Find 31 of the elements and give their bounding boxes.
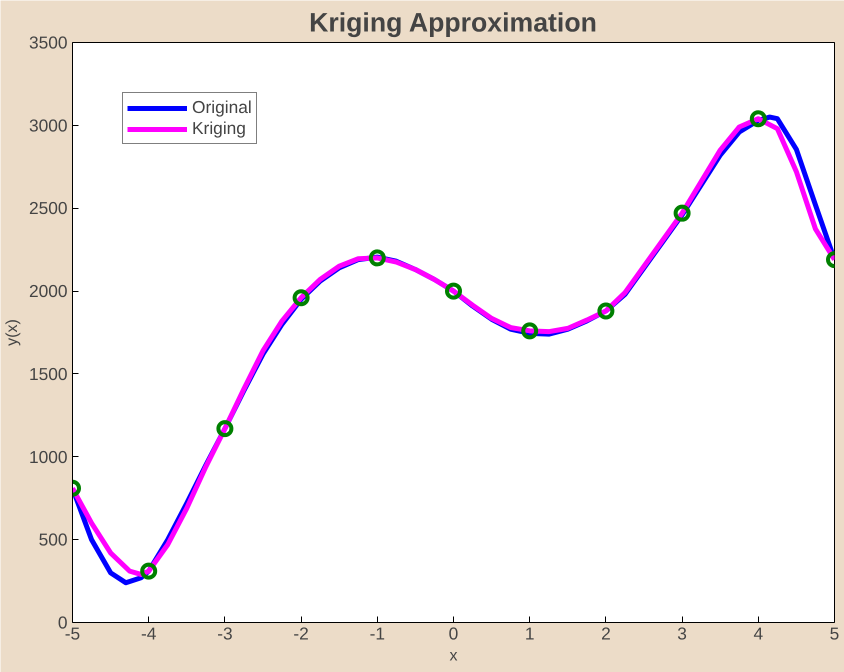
x-tick-label: 2 <box>601 624 611 644</box>
x-tick-label: 1 <box>524 624 535 644</box>
point <box>674 204 691 222</box>
y-tick-label: 3000 <box>28 115 68 136</box>
point <box>216 420 234 438</box>
x-tick-label: 4 <box>753 624 764 644</box>
point <box>292 289 310 306</box>
y-tick-label: 1000 <box>28 446 68 467</box>
y-axis-title: y(x) <box>4 319 21 346</box>
x-tick-label: -1 <box>370 624 386 644</box>
x-tick-label: -4 <box>140 624 157 644</box>
point <box>597 302 614 320</box>
y-tick-label: 3500 <box>28 32 68 52</box>
chart-title: Kriging Approximation <box>309 8 597 38</box>
point <box>750 110 767 128</box>
x-tick-label: -3 <box>217 624 233 644</box>
x-tick-label: 0 <box>448 624 458 644</box>
y-tick-label: 1500 <box>28 364 68 384</box>
y-tick-label: 500 <box>38 530 68 550</box>
point <box>445 282 462 300</box>
point <box>368 249 386 266</box>
point <box>521 322 538 340</box>
x-tick-label: 3 <box>677 624 687 644</box>
x-axis-title: x <box>450 648 458 664</box>
y-tick-label: 2000 <box>28 281 68 302</box>
legend-label: Kriging <box>192 118 246 139</box>
point <box>140 562 158 580</box>
x-tick-label: 5 <box>830 624 840 644</box>
y-tick-label: 2500 <box>28 198 68 218</box>
legend-label: Original <box>192 97 252 118</box>
x-tick-label: -2 <box>293 624 309 644</box>
